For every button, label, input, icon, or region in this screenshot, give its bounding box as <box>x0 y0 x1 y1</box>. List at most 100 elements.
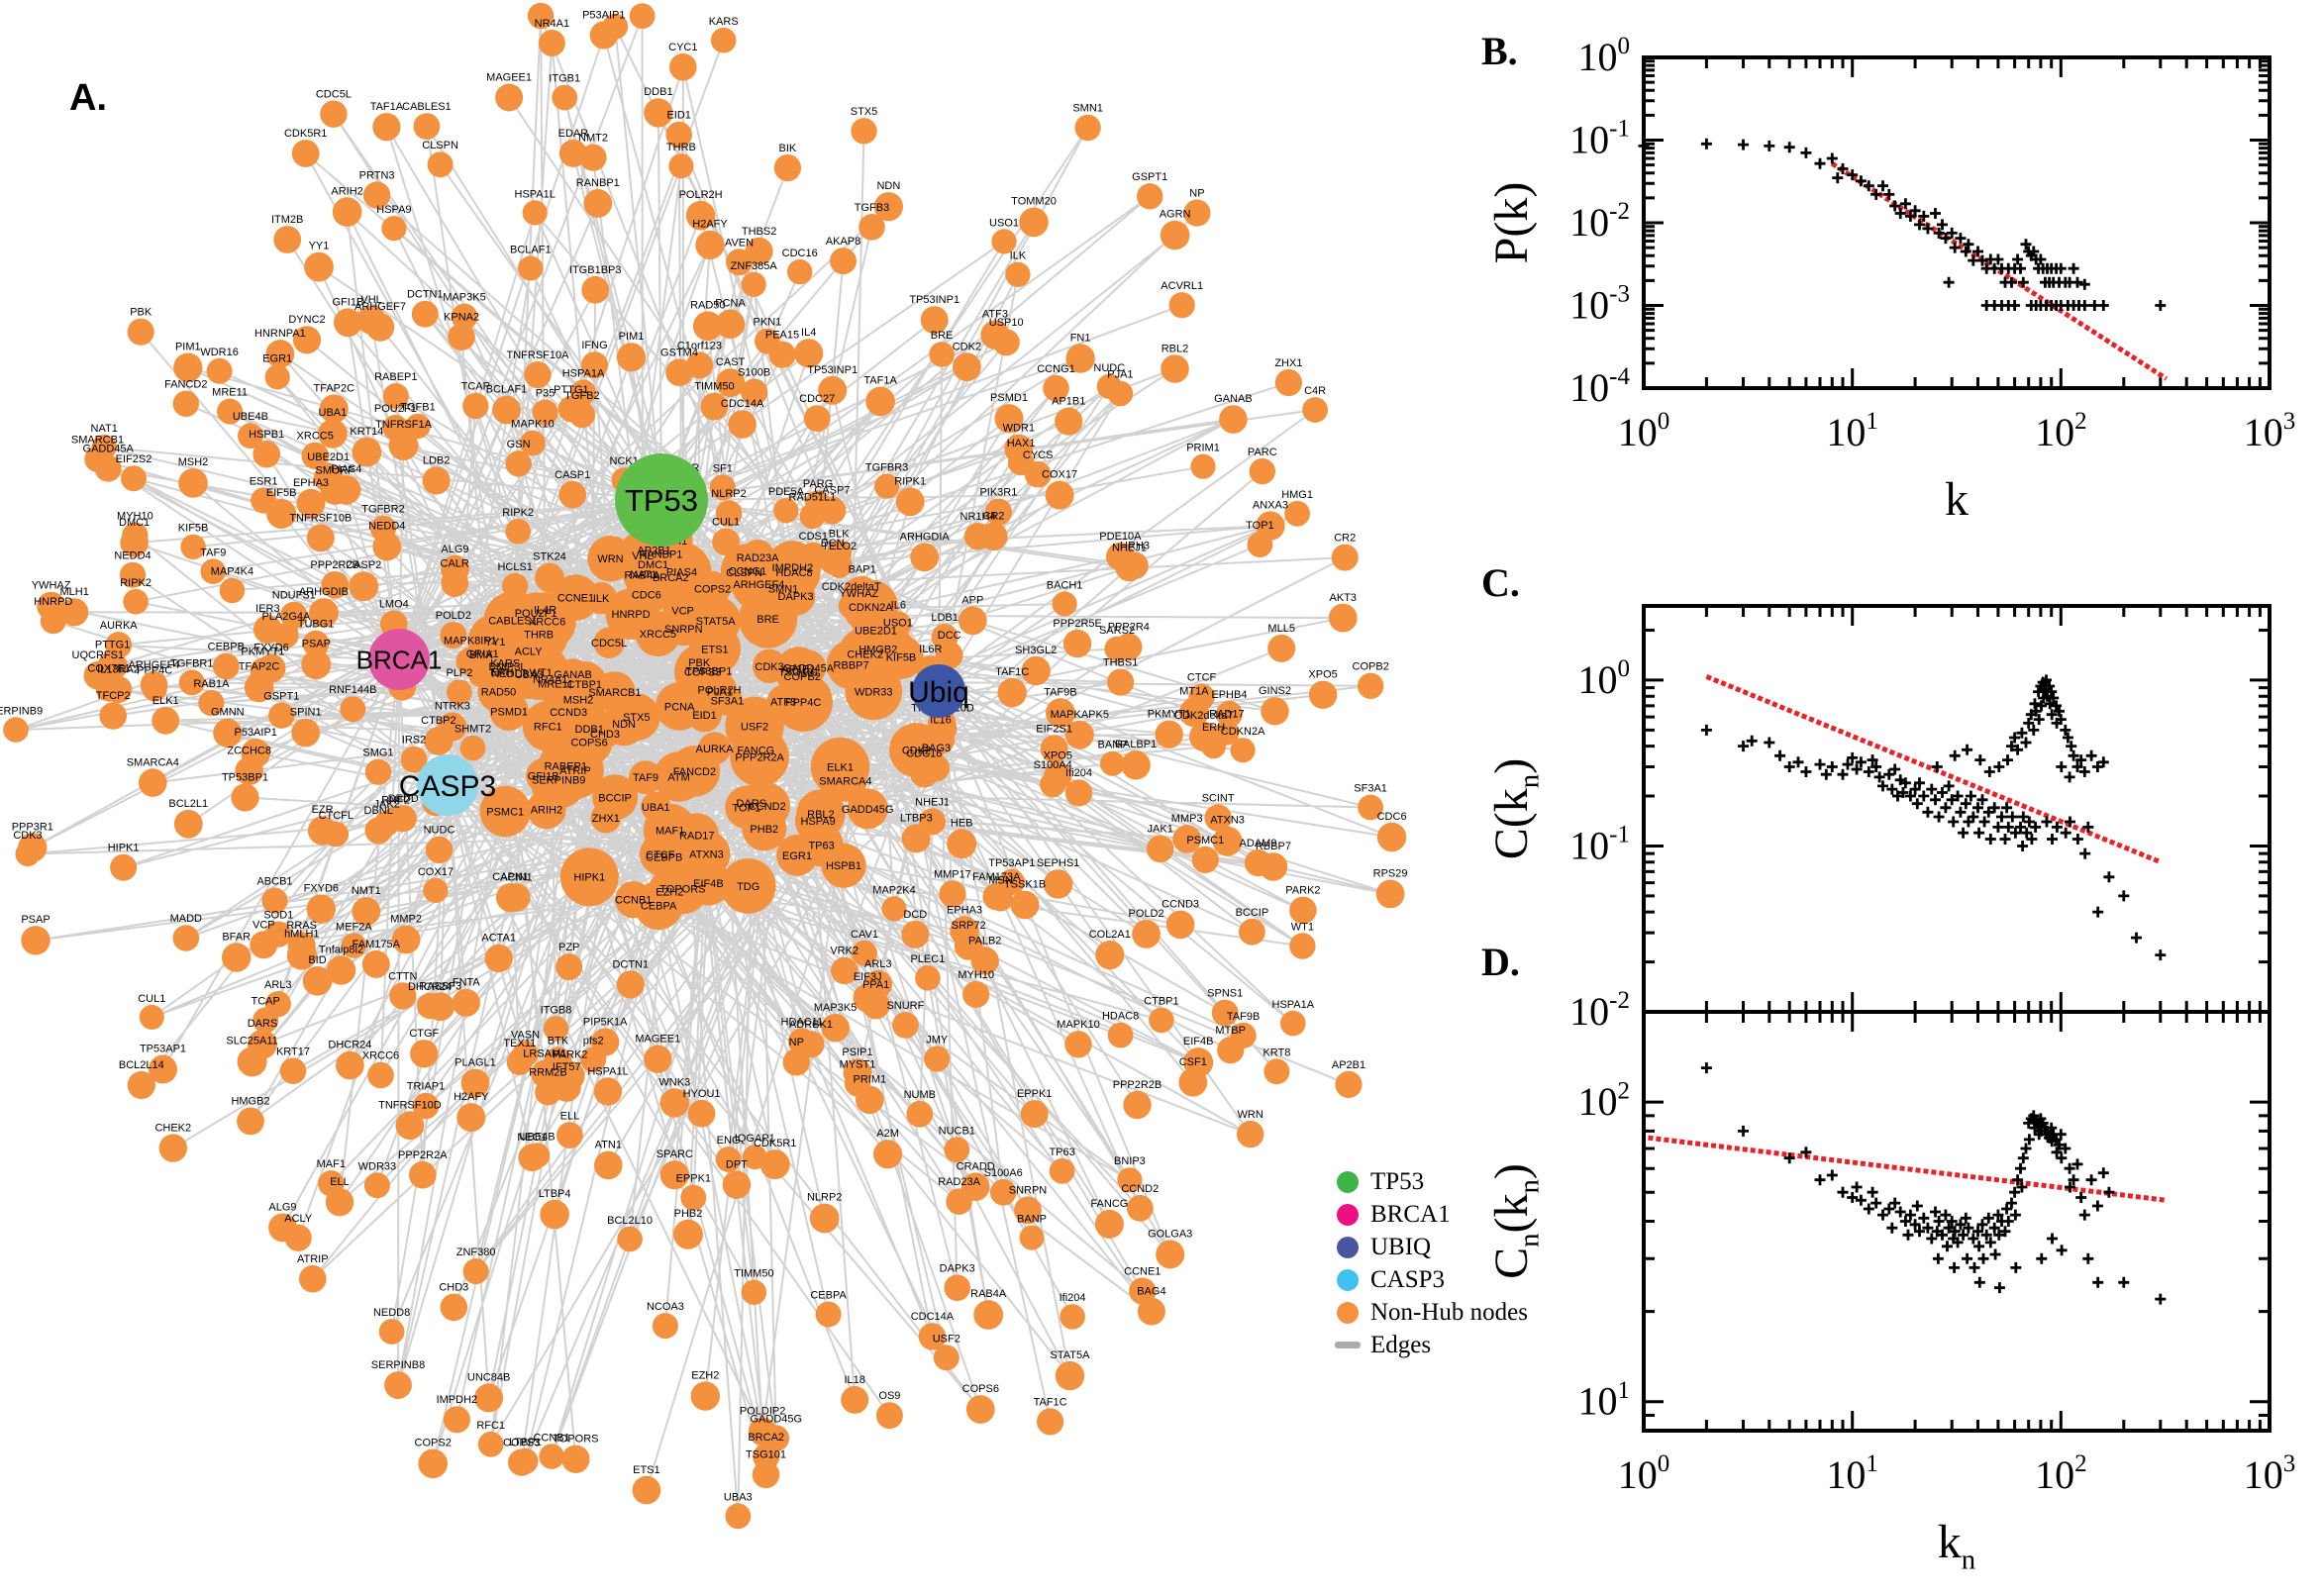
network-node-label: TGFB3 <box>855 202 889 214</box>
network-node-label: IL6 <box>891 600 906 612</box>
network-node-label: NDN <box>876 180 900 192</box>
network-node-label: NMT2 <box>578 133 608 145</box>
network-node-label: HSPA9 <box>376 204 411 216</box>
network-node-label: YWHAZ <box>32 580 71 592</box>
network-node-label: CDC6 <box>632 590 661 602</box>
network-node-label: SERPINB9 <box>532 774 585 786</box>
network-node-label: SMN1 <box>1072 103 1103 115</box>
network-node-label: PIAS4 <box>331 463 361 475</box>
network-node-label: EZH2 <box>656 886 683 898</box>
network-node-label: GOLGA3 <box>1148 1228 1192 1240</box>
network-node <box>1267 634 1296 662</box>
network-node-label: RBBP7 <box>1256 841 1291 852</box>
network-node <box>1259 852 1288 881</box>
network-node-label: SMG1 <box>362 748 393 759</box>
network-node <box>991 229 1017 254</box>
network-node-label: BTK <box>548 1035 569 1047</box>
network-node-label: EIF4B <box>1183 1036 1214 1047</box>
network-node <box>883 629 913 658</box>
network-node-label: GADD45A <box>83 444 135 455</box>
network-node <box>410 1040 439 1068</box>
network-node-label: DAPK3 <box>940 1262 975 1274</box>
network-node <box>1214 720 1240 746</box>
network-node-label: TAF9B <box>1227 1011 1260 1023</box>
network-node-label: PARC <box>1248 447 1277 458</box>
network-node-label: PLP2 <box>446 667 472 679</box>
network-node-label: SPARC <box>656 1148 693 1160</box>
network-node-label: TNFRSF10D <box>378 1099 442 1111</box>
network-node-label: PZP <box>558 942 579 953</box>
network-node-label: PPP2R2B <box>310 559 359 571</box>
network-node-label: CALR <box>441 557 469 569</box>
network-node-label: ETS1 <box>633 1464 660 1476</box>
network-node <box>173 809 203 839</box>
network-node-label: PPP2R2A <box>398 1149 448 1161</box>
network-node-label: HSPA1A <box>562 368 605 380</box>
network-node <box>462 392 489 420</box>
network-node-label: POU2F1 <box>374 403 417 415</box>
network-node-label: EZR <box>312 804 334 816</box>
network-node-label: UNC84B <box>467 1371 510 1383</box>
network-node-label: BCLAF1 <box>486 384 528 396</box>
network-node <box>302 630 330 657</box>
network-node-label: CTCF <box>1187 672 1217 684</box>
network-node <box>152 706 180 735</box>
network-node <box>1161 354 1189 383</box>
network-node-label: IMPDH2 <box>437 1394 478 1406</box>
network-node-label: NDUFS1 <box>272 590 316 602</box>
network-node <box>212 652 240 680</box>
network-node-label: PBK <box>130 307 152 319</box>
network-node <box>1062 629 1092 658</box>
network-node-label: XRCC5 <box>640 629 676 641</box>
network-node <box>745 237 773 265</box>
network-node-label: SRP72 <box>952 920 986 932</box>
network-node-label: ETS1 <box>701 644 729 655</box>
network-node <box>629 3 656 30</box>
tick-label: 10-1 <box>1569 116 1630 162</box>
network-node <box>1005 261 1031 287</box>
tick-label: 103 <box>2244 1450 2296 1497</box>
network-node-label: VHL <box>360 294 381 306</box>
network-node <box>818 375 848 405</box>
network-node-label: CAV1 <box>851 929 878 941</box>
tick-label: 102 <box>2035 1450 2087 1497</box>
network-node <box>944 1137 970 1163</box>
network-node-label: CTBP2 <box>421 715 455 727</box>
hub-label-tp53: TP53 <box>625 483 698 518</box>
network-node-label: MADD <box>170 913 202 925</box>
network-node <box>668 153 694 179</box>
network-node-label: CHD3 <box>590 729 620 741</box>
network-node-label: COPS6 <box>570 738 607 749</box>
network-node-label: IQGAP1 <box>735 1133 775 1145</box>
network-node-label: CTCF <box>646 849 675 861</box>
network-node-label: MAGEE1 <box>486 72 532 84</box>
network-node <box>477 1431 504 1457</box>
network-node <box>688 623 742 675</box>
network-node <box>1289 933 1316 959</box>
network-node <box>252 440 280 468</box>
network-node <box>1043 374 1069 402</box>
network-node <box>730 727 789 787</box>
network-node-label: ANXA3 <box>1253 499 1288 511</box>
network-node-label: ARHGEF7 <box>354 301 406 313</box>
network-node-label: PRIM1 <box>1186 443 1220 454</box>
network-node-label: MAP4K4 <box>211 566 253 578</box>
network-node <box>1115 633 1143 660</box>
network-node-label: SMURF <box>316 464 354 476</box>
network-node-label: NCK1 <box>610 455 639 467</box>
network-node <box>301 649 332 680</box>
plot-frame <box>1642 604 2272 1014</box>
network-node <box>539 739 593 793</box>
network-node-label: PIAS4 <box>666 567 697 579</box>
network-node <box>492 395 521 425</box>
network-node <box>629 760 662 795</box>
network-node <box>1189 722 1219 752</box>
network-node-label: BNIP3L <box>489 661 527 673</box>
network-node <box>506 1048 533 1075</box>
network-node-label: FANCD2 <box>673 766 716 778</box>
network-node-label: RPS29 <box>1373 868 1408 880</box>
network-node-label: HSPA1L <box>587 1065 628 1077</box>
tick-label: 10-2 <box>1569 198 1630 245</box>
network-node-label: USF2 <box>933 1333 960 1345</box>
network-node <box>15 842 41 867</box>
